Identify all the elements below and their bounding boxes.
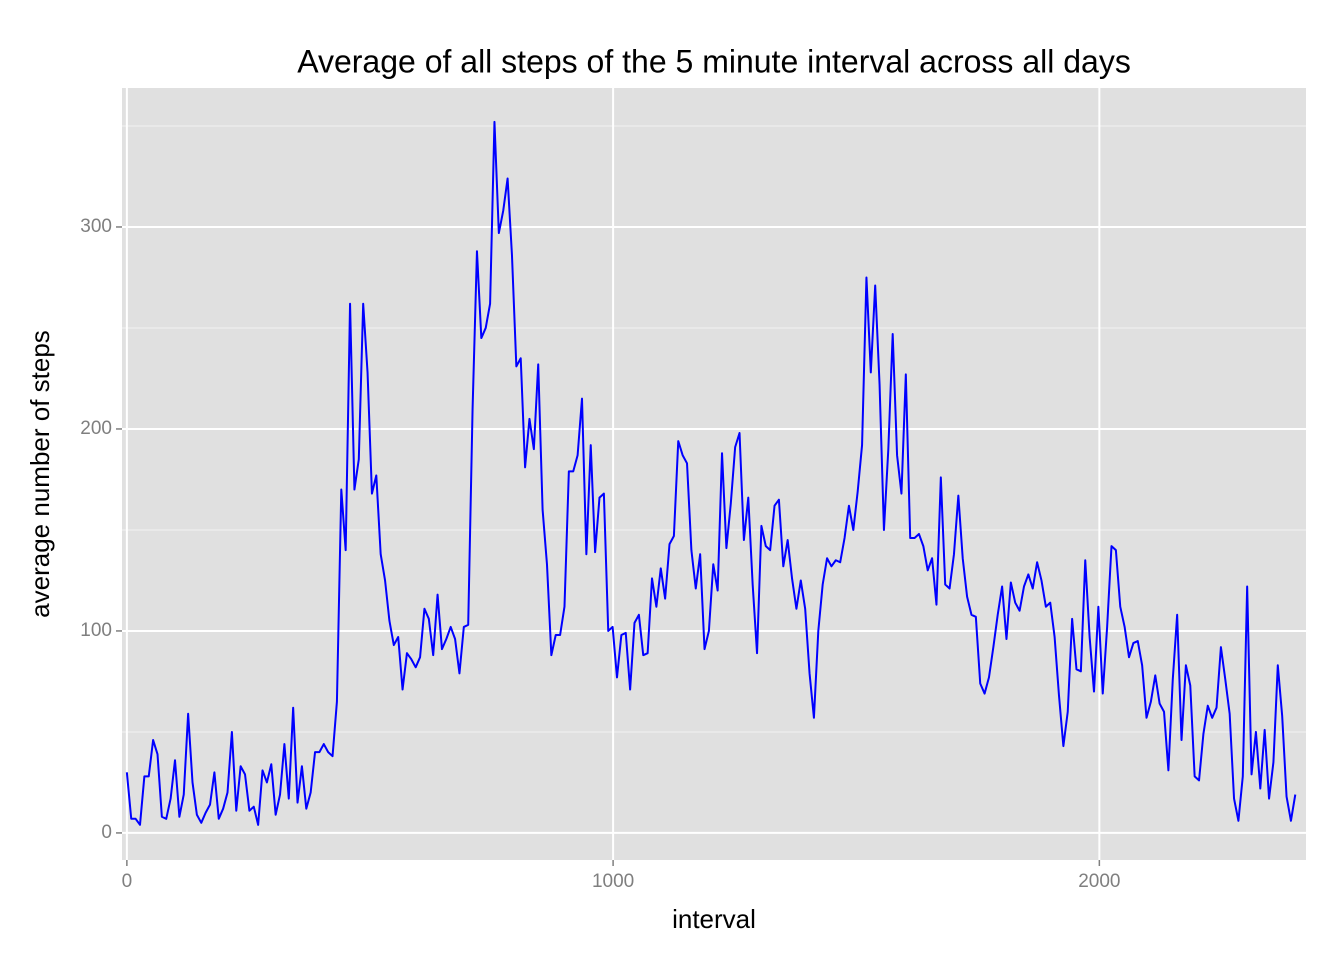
panel xyxy=(122,88,1306,860)
x-tick-label: 2000 xyxy=(1078,871,1120,892)
y-tick-label: 200 xyxy=(80,418,112,439)
y-tick-label: 100 xyxy=(80,620,112,641)
y-tick-label: 300 xyxy=(80,216,112,237)
x-tick-label: 0 xyxy=(122,871,133,892)
chart-title: Average of all steps of the 5 minute int… xyxy=(297,43,1131,79)
data-line xyxy=(125,120,1297,826)
y-tick-label: 0 xyxy=(101,822,112,843)
y-axis-label: average number of steps xyxy=(25,330,55,618)
x-axis-label: interval xyxy=(672,904,756,934)
x-tick-label: 1000 xyxy=(592,871,634,892)
